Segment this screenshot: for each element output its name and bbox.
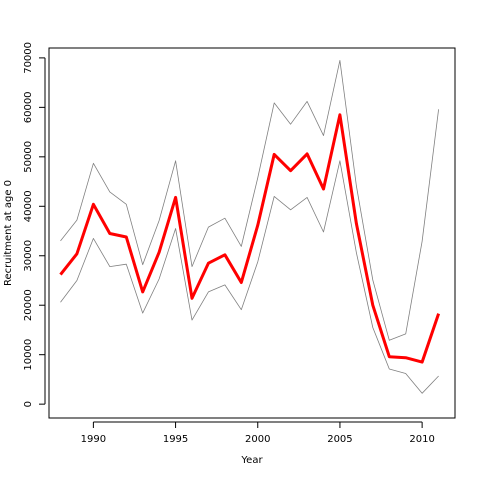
series-lines <box>59 60 441 394</box>
y-tick-label: 10000 <box>23 339 34 371</box>
x-axis: 1990 1995 2000 2005 2010 <box>81 421 435 445</box>
plot-area-frame <box>48 47 456 419</box>
x-axis-label: Year <box>240 455 263 466</box>
y-axis: 0 10000 20000 30000 40000 50000 60000 70000 <box>23 42 46 407</box>
x-tick-label: 2010 <box>409 434 434 445</box>
y-tick-label: 20000 <box>23 289 34 321</box>
y-tick-label: 40000 <box>23 190 34 222</box>
x-tick-label: 1990 <box>81 434 106 445</box>
y-tick-label: 60000 <box>23 91 34 123</box>
y-tick-label: 0 <box>23 401 34 407</box>
x-tick-label: 2000 <box>245 434 270 445</box>
y-axis-label: Recruitment at age 0 <box>3 180 14 286</box>
confidence-bound-line-2 <box>60 160 439 394</box>
y-tick-label: 30000 <box>23 240 34 272</box>
recruitment-estimate-line <box>59 113 441 364</box>
confidence-bound-line-1 <box>60 60 439 341</box>
x-tick-label: 1995 <box>163 434 188 445</box>
x-tick-label: 2005 <box>327 434 352 445</box>
y-tick-label: 50000 <box>23 141 34 173</box>
y-tick-label: 70000 <box>23 42 34 74</box>
